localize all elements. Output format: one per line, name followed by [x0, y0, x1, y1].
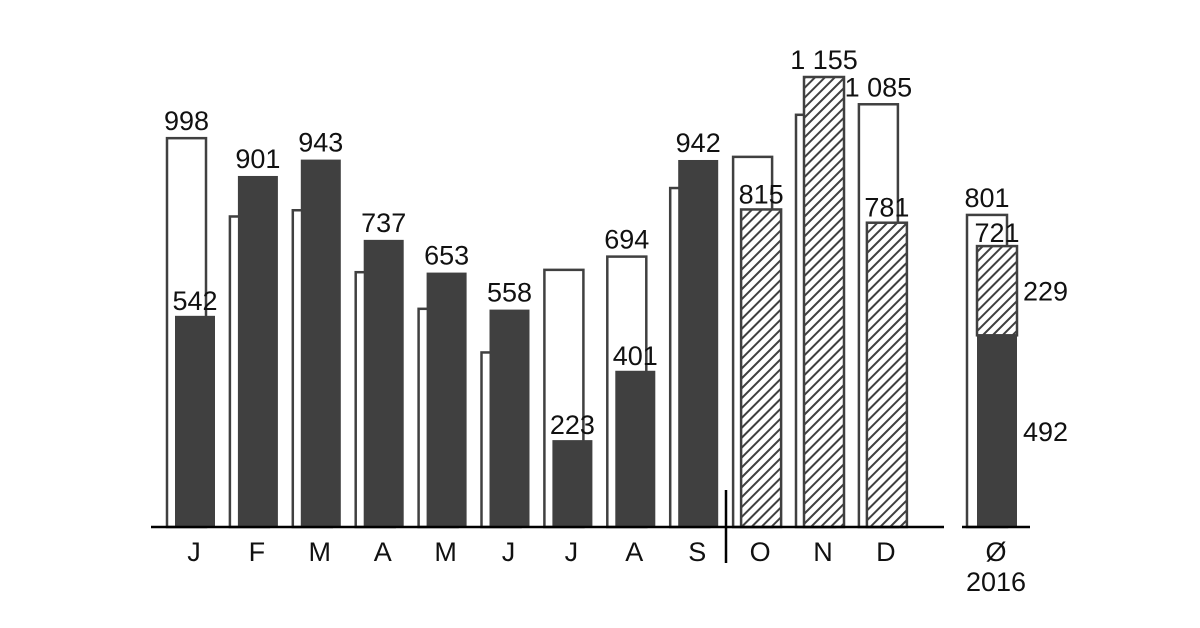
value-label-current-9: 942 [676, 128, 721, 158]
x-tick-label-5: M [434, 537, 457, 567]
bar-current-7 [552, 440, 593, 527]
labels-layer: J 998 542 F 901 M 943 A 737 M 653 J 558 J 223 A 694 401 S 9… [164, 45, 1068, 597]
value-label-current-7: 223 [550, 410, 595, 440]
average-segment-label-1: 492 [1023, 417, 1068, 447]
bar-current-9 [678, 159, 719, 528]
value-label-current-10: 815 [739, 179, 784, 209]
value-label-current-2: 901 [235, 144, 280, 174]
average-segment-2 [975, 244, 1019, 337]
value-label-prior-12: 1 085 [845, 72, 913, 102]
bar-current-8 [615, 370, 656, 527]
x-tick-label-7: J [565, 537, 579, 567]
average-segment-label-2: 229 [1023, 277, 1068, 307]
value-label-current-11: 1 155 [790, 45, 858, 75]
value-label-current-1: 542 [172, 286, 217, 316]
bar-current-11 [802, 75, 846, 529]
value-label-current-6: 558 [487, 278, 532, 308]
average-tick-label-symbol: Ø [985, 537, 1006, 567]
value-label-prior-8: 694 [604, 225, 649, 255]
value-label-current-3: 943 [298, 128, 343, 158]
average-segment-1 [977, 335, 1017, 527]
bar-current-6 [489, 309, 530, 527]
value-label-prior-1: 998 [164, 106, 209, 136]
bar-current-5 [426, 272, 467, 527]
value-label-current-4: 737 [361, 208, 406, 238]
bar-current-4 [363, 239, 404, 527]
value-label-current-5: 653 [424, 241, 469, 271]
bar-current-10 [739, 208, 783, 529]
average-prior-label: 801 [964, 183, 1009, 213]
bar-current-1 [175, 315, 215, 527]
average-tick-label-year: 2016 [966, 567, 1026, 597]
x-tick-label-2: F [249, 537, 266, 567]
x-tick-label-11: N [813, 537, 833, 567]
x-tick-label-9: S [688, 537, 706, 567]
x-tick-label-12: D [876, 537, 896, 567]
x-tick-label-4: A [374, 537, 392, 567]
x-tick-label-8: A [625, 537, 643, 567]
x-tick-label-1: J [187, 537, 201, 567]
bar-current-2 [237, 175, 278, 527]
bars-layer [165, 75, 1019, 529]
x-tick-label-10: O [750, 537, 771, 567]
bar-current-12 [865, 221, 909, 529]
x-tick-label-6: J [502, 537, 516, 567]
average-total-label: 721 [974, 218, 1019, 248]
value-label-current-8: 401 [613, 341, 658, 371]
x-tick-label-3: M [309, 537, 332, 567]
bar-current-3 [300, 159, 341, 527]
value-label-current-12: 781 [864, 193, 909, 223]
